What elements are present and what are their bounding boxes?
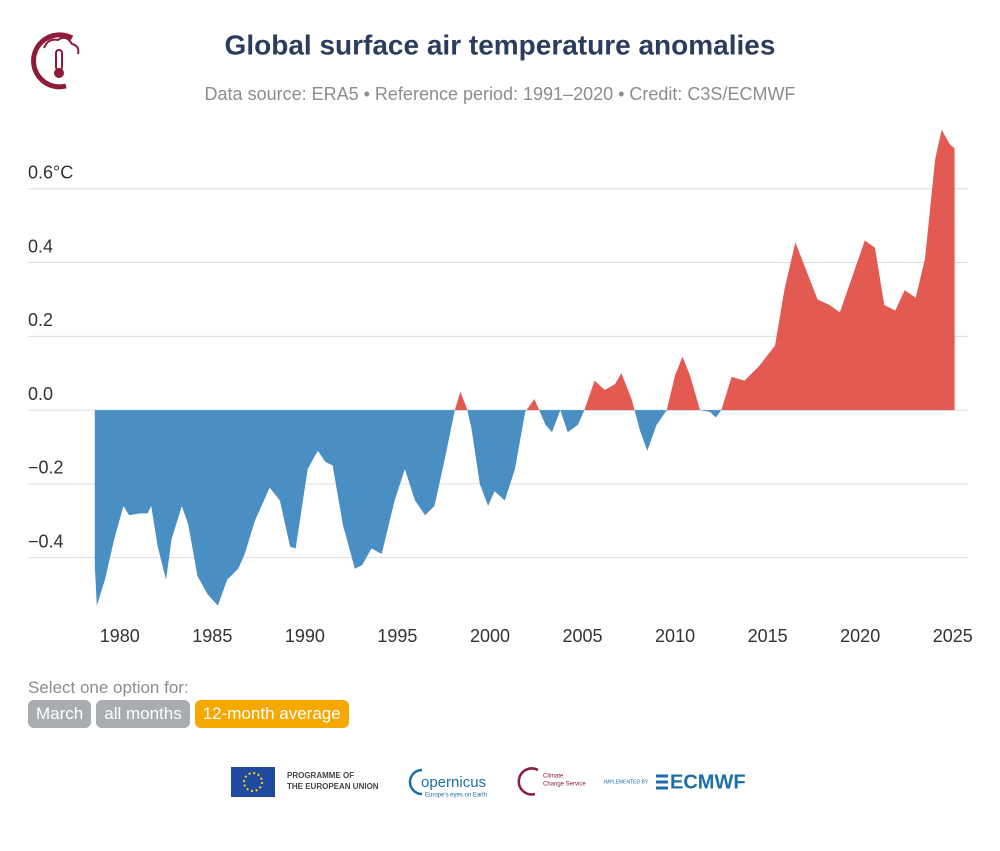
- chart: Global surface air temperature anomalies…: [28, 29, 973, 646]
- y-tick-label: 0.0: [28, 384, 53, 404]
- c3s-text: Climate: [543, 774, 564, 780]
- x-tick-label: 2005: [563, 626, 603, 646]
- c3s-logo: [517, 767, 539, 796]
- x-tick-label: 1980: [100, 626, 140, 646]
- eu-text: THE EUROPEAN UNION: [287, 782, 379, 791]
- eu-stars: [243, 772, 263, 792]
- anomaly-area: [94, 129, 955, 606]
- x-tick-label: 1985: [192, 626, 232, 646]
- copernicus-tagline: Europe's eyes on Earth: [425, 793, 487, 799]
- y-tick-label: 0.6°C: [28, 163, 73, 183]
- copernicus-text: opernicus: [421, 774, 486, 791]
- y-tick-label: 0.4: [28, 236, 53, 256]
- implemented-text: IMPLEMENTED BY: [604, 779, 649, 785]
- eu-flag: [231, 767, 275, 797]
- ecmwf-text: ECMWF: [670, 771, 746, 793]
- x-tick-label: 2025: [933, 626, 973, 646]
- x-tick-label: 2000: [470, 626, 510, 646]
- chart-subtitle: Data source: ERA5 • Reference period: 19…: [205, 84, 796, 104]
- footer-logos: PROGRAMME OF THE EUROPEAN UNION opernicu…: [231, 767, 746, 799]
- x-tick-label: 2015: [748, 626, 788, 646]
- y-tick-label: 0.2: [28, 310, 53, 330]
- option-button[interactable]: March: [28, 700, 92, 728]
- c3s-text: Change Service: [543, 782, 586, 788]
- y-tick-label: −0.4: [28, 531, 64, 551]
- y-tick-label: −0.2: [28, 458, 64, 478]
- eu-text: PROGRAMME OF: [287, 771, 354, 780]
- controls-prompt: Select one option for:: [28, 678, 189, 697]
- x-tick-label: 2020: [840, 626, 880, 646]
- option-button[interactable]: all months: [96, 700, 190, 728]
- copernicus-c: [408, 768, 423, 796]
- chart-title: Global surface air temperature anomalies: [225, 29, 776, 60]
- logo: [31, 32, 80, 90]
- ecmwf-icon: [656, 774, 668, 790]
- x-tick-label: 1990: [285, 626, 325, 646]
- x-tick-label: 1995: [377, 626, 417, 646]
- option-button[interactable]: 12-month average: [194, 700, 349, 728]
- x-tick-label: 2010: [655, 626, 695, 646]
